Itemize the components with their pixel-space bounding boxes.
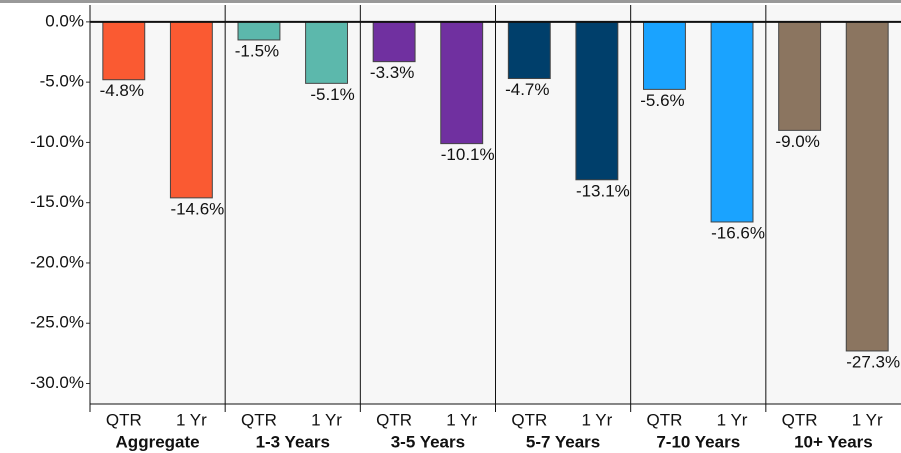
value-label: -3.3%: [370, 63, 414, 82]
value-label: -5.6%: [640, 91, 684, 110]
bar: [507, 21, 551, 80]
x-tick-label: QTR: [511, 410, 547, 429]
group-label: 10+ Years: [794, 432, 873, 451]
x-tick-label: QTR: [782, 410, 818, 429]
x-tick-label: 1 Yr: [176, 410, 207, 429]
group-label: 1-3 Years: [256, 432, 330, 451]
x-tick-label: 1 Yr: [852, 410, 883, 429]
group-label: 3-5 Years: [391, 432, 465, 451]
bar: [440, 21, 484, 145]
y-tick-label: -25.0%: [30, 313, 84, 332]
bar: [778, 21, 822, 131]
x-tick-label: 1 Yr: [717, 410, 748, 429]
value-label: -14.6%: [170, 199, 224, 218]
y-tick-label: -20.0%: [30, 252, 84, 271]
bar: [169, 21, 213, 199]
value-label: -16.6%: [711, 223, 765, 242]
x-tick-label: QTR: [647, 410, 683, 429]
y-tick-label: 0.0%: [45, 11, 84, 30]
value-label: -13.1%: [576, 181, 630, 200]
bar: [237, 21, 281, 41]
value-label: -10.1%: [441, 145, 495, 164]
x-tick-label: QTR: [376, 410, 412, 429]
y-tick-label: -15.0%: [30, 192, 84, 211]
bar: [372, 21, 416, 63]
value-label: -27.3%: [846, 352, 900, 371]
value-label: -4.8%: [100, 81, 144, 100]
value-label: -4.7%: [505, 80, 549, 99]
y-tick-label: -30.0%: [30, 373, 84, 392]
x-tick-label: QTR: [106, 410, 142, 429]
x-tick-label: 1 Yr: [311, 410, 342, 429]
value-label: -1.5%: [235, 41, 279, 60]
x-tick-label: QTR: [241, 410, 277, 429]
x-tick-label: 1 Yr: [446, 410, 477, 429]
bar: [710, 21, 754, 223]
value-label: -5.1%: [310, 85, 354, 104]
bar: [305, 21, 348, 84]
value-label: -9.0%: [775, 132, 819, 151]
group-label: 5-7 Years: [526, 432, 600, 451]
bar: [643, 21, 686, 90]
bar: [102, 21, 146, 81]
group-label: Aggregate: [116, 432, 200, 451]
group-label: 7-10 Years: [656, 432, 740, 451]
y-tick-label: -10.0%: [30, 132, 84, 151]
y-tick-label: -5.0%: [40, 72, 84, 91]
bar: [845, 21, 889, 352]
x-tick-label: 1 Yr: [581, 410, 612, 429]
bar: [575, 21, 619, 181]
